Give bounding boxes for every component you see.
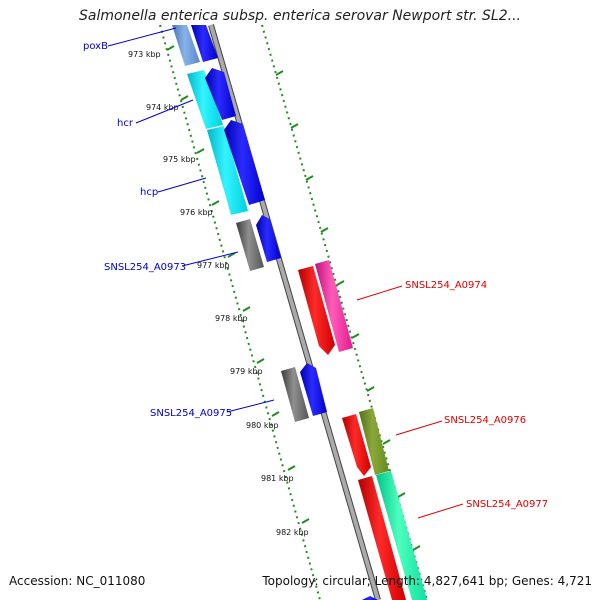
gene-block[interactable]	[376, 471, 427, 600]
label-SNSL254_A0977: SNSL254_A0977	[466, 499, 548, 510]
gene-block[interactable]	[300, 363, 327, 416]
gene-SNSL254_A0975[interactable]	[281, 367, 309, 422]
tick-label: 982 kbp	[276, 528, 309, 537]
label-SNSL254_A0974: SNSL254_A0974	[405, 280, 487, 291]
label-SNSL254_A0973: SNSL254_A0973	[104, 262, 186, 273]
tick-label: 977 kbp	[197, 261, 230, 270]
tick-label: 981 kbp	[261, 474, 294, 483]
gene-block[interactable]	[315, 260, 353, 352]
forward-tick-marks	[166, 45, 310, 524]
gene-block[interactable]	[191, 25, 218, 62]
tick-label: 975 kbp	[163, 155, 196, 164]
reverse-genes	[298, 260, 427, 600]
gene-poxB[interactable]	[172, 25, 200, 66]
tick-label: 979 kbp	[230, 367, 263, 376]
label-hcp: hcp	[140, 187, 158, 198]
gene-block[interactable]	[362, 596, 378, 600]
label-SNSL254_A0975: SNSL254_A0975	[150, 408, 232, 419]
accession-text: Accession: NC_011080	[9, 574, 146, 588]
genome-backbone-highlight	[209, 24, 380, 600]
label-poxB: poxB	[83, 41, 108, 52]
genome-stats-text: Topology: circular; Length: 4,827,641 bp…	[262, 574, 592, 588]
tick-label: 973 kbp	[128, 50, 161, 59]
tick-label: 974 kbp	[146, 103, 179, 112]
gene-block[interactable]	[256, 215, 281, 262]
label-hcr: hcr	[117, 118, 134, 129]
forward-genes	[172, 25, 378, 600]
label-connectors	[107, 27, 464, 519]
gene-SNSL254_A0976[interactable]	[342, 414, 371, 476]
tick-label: 978 kbp	[215, 314, 248, 323]
gene-SNSL254_A0974[interactable]	[298, 266, 335, 355]
reverse-tick-marks	[275, 70, 421, 551]
gene-SNSL254_A0973[interactable]	[236, 219, 264, 271]
tick-label: 976 kbp	[180, 208, 213, 217]
gene-labels: poxB hcr hcp SNSL254_A0973 SNSL254_A0975…	[83, 41, 548, 510]
gene-block[interactable]	[205, 68, 236, 120]
tick-label: 980 kbp	[246, 421, 279, 430]
gene-block[interactable]	[359, 408, 389, 475]
map-title: Salmonella enterica subsp. enterica sero…	[79, 8, 521, 24]
gene-SNSL254_A0977[interactable]	[358, 476, 406, 600]
tick-labels: 973 kbp 974 kbp 975 kbp 976 kbp 977 kbp …	[128, 50, 309, 537]
gene-hcr[interactable]	[187, 70, 223, 129]
gene-hcp[interactable]	[207, 126, 248, 215]
gene-block[interactable]	[224, 120, 265, 205]
label-SNSL254_A0976: SNSL254_A0976	[444, 415, 526, 426]
